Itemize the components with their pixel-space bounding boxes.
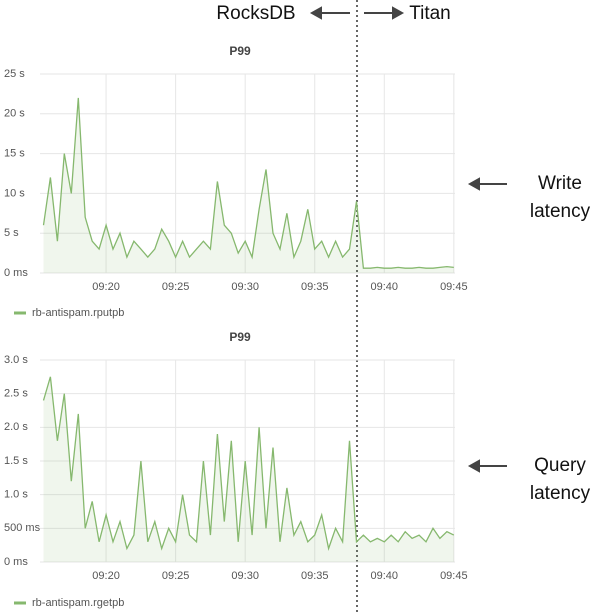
area: [43, 97, 454, 274]
y-tick-label: 0 ms: [4, 556, 28, 568]
annotation: Write latency: [529, 173, 591, 222]
y-tick-label: 2.5 s: [4, 388, 28, 400]
x-tick-label: 09:20: [92, 570, 120, 582]
x-tick-label: 09:30: [231, 570, 259, 582]
y-tick-label: 20 s: [4, 108, 25, 120]
annotation: Titan: [409, 3, 451, 24]
y-tick-label: 2.0 s: [4, 421, 28, 433]
y-tick-label: 25 s: [4, 68, 25, 80]
x-tick-label: 09:45: [440, 281, 468, 293]
y-tick-label: 3.0 s: [4, 354, 28, 366]
legend-label: rb-antispam.rputpb: [32, 307, 124, 319]
y-tick-label: 5 s: [4, 227, 19, 239]
y-tick-label: 15 s: [4, 148, 25, 160]
arrows: [309, 6, 507, 473]
line: [42, 376, 455, 551]
x-tick-label: 09:45: [440, 570, 468, 582]
line: [42, 97, 454, 269]
x-tick-label: 09:35: [301, 570, 329, 582]
y-tick-label: 0 ms: [4, 267, 28, 279]
y-tick-label: 1.5 s: [4, 455, 28, 467]
legend-label: rb-antispam.rgetpb: [32, 597, 124, 609]
x-tick-label: 09:30: [231, 281, 259, 293]
x-tick-label: 09:25: [162, 570, 190, 582]
annotation: RocksDB: [216, 3, 295, 24]
x-tick-label: 09:40: [371, 570, 399, 582]
x-tick-label: 09:20: [92, 281, 120, 293]
x-tick-label: 09:25: [162, 281, 190, 293]
panel-title: P99: [229, 44, 251, 58]
x-tick-label: 09:35: [301, 281, 329, 293]
area: [43, 376, 454, 562]
y-tick-label: 500 ms: [4, 522, 41, 534]
y-tick-label: 10 s: [4, 187, 25, 199]
panel-title: P99: [229, 330, 251, 344]
annotation: Query latency: [529, 455, 591, 504]
y-tick-label: 1.0 s: [4, 489, 28, 501]
x-tick-label: 09:40: [371, 281, 399, 293]
